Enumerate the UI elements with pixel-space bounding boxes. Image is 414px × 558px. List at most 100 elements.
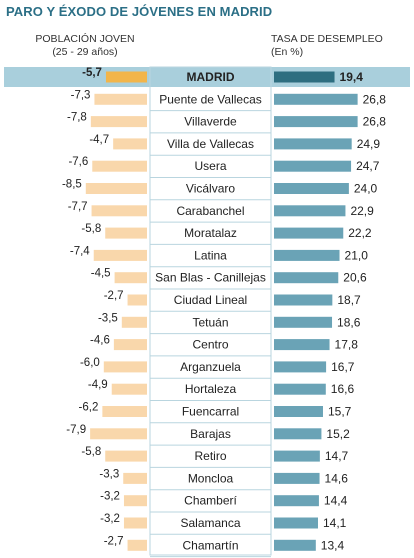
right-value-label: 19,4 [340, 70, 364, 84]
category-label: Carabanchel [176, 204, 244, 218]
right-bar [274, 316, 333, 328]
right-bar [274, 517, 318, 529]
right-bar [274, 428, 322, 440]
right-bar [274, 495, 319, 507]
left-value-label: -4,6 [90, 335, 110, 347]
right-value-label: 18,7 [337, 293, 361, 307]
left-value-label: -5,8 [81, 446, 101, 458]
left-value-label: -2,7 [104, 535, 124, 547]
left-value-label: -6,0 [80, 357, 100, 369]
right-value-label: 20,6 [343, 271, 367, 285]
left-bar [127, 539, 147, 551]
left-series-header: POBLACIÓN JOVEN (25 - 29 años) [0, 33, 170, 59]
right-series-title: TASA DE DESEMPLEO [271, 33, 383, 45]
left-value-label: -7,9 [66, 424, 86, 436]
left-bar [102, 406, 147, 417]
right-value-label: 16,7 [331, 360, 355, 374]
category-label: Tetuán [192, 315, 228, 329]
left-value-label: -3,3 [99, 468, 119, 480]
left-bar [114, 272, 147, 284]
left-value-label: -5,7 [82, 67, 102, 79]
left-value-label: -3,2 [100, 513, 120, 525]
left-bar [123, 495, 147, 507]
right-bar [274, 93, 358, 105]
left-bar [123, 517, 147, 529]
right-value-label: 14,7 [325, 449, 349, 463]
right-series-header: TASA DE DESEMPLEO (En %) [271, 33, 383, 59]
left-bar [105, 450, 147, 462]
left-bar [123, 472, 147, 484]
left-series-title: POBLACIÓN JOVEN [35, 33, 135, 45]
right-value-label: 17,8 [335, 338, 359, 352]
right-bar [274, 205, 346, 217]
left-series-subtitle: (25 - 29 años) [52, 46, 118, 58]
right-value-label: 14,1 [323, 516, 347, 530]
right-value-label: 21,0 [345, 248, 369, 262]
category-label: Retiro [194, 449, 226, 463]
right-value-label: 24,7 [356, 159, 380, 173]
left-value-label: -7,4 [70, 245, 90, 257]
left-bar [113, 339, 147, 351]
category-label: Villaverde [184, 115, 237, 129]
right-bar [274, 249, 340, 261]
category-label: Usera [194, 159, 226, 173]
left-bar [103, 361, 147, 373]
category-label: Hortaleza [185, 382, 237, 396]
category-label: Ciudad Lineal [174, 293, 247, 307]
left-value-label: -3,5 [98, 312, 118, 324]
category-label: Moncloa [188, 471, 234, 485]
left-bar [85, 183, 147, 194]
right-bar [274, 71, 335, 83]
right-bar [274, 361, 327, 373]
category-label: Centro [192, 338, 228, 352]
left-bar [111, 383, 147, 395]
left-bar [90, 428, 147, 440]
right-bar [274, 339, 330, 351]
right-value-label: 15,2 [326, 427, 350, 441]
left-value-label: -3,2 [100, 491, 120, 503]
chart-title: PARO Y ÉXODO DE JÓVENES EN MADRID [6, 4, 273, 19]
left-value-label: -7,7 [68, 201, 88, 213]
category-label: Latina [194, 248, 227, 262]
right-value-label: 24,0 [354, 182, 378, 196]
left-bar [93, 249, 147, 261]
left-bar [94, 93, 147, 105]
category-label: Villa de Vallecas [167, 137, 254, 151]
left-bar [113, 138, 147, 150]
left-value-label: -7,8 [67, 112, 87, 124]
right-bar [274, 227, 344, 239]
right-bar [274, 138, 352, 150]
right-value-label: 16,6 [331, 382, 355, 396]
right-bar [274, 294, 333, 306]
left-bar [127, 294, 147, 306]
category-label: Salamanca [180, 516, 240, 530]
right-bar [274, 450, 320, 462]
left-bar [90, 116, 147, 128]
right-value-label: 26,8 [363, 92, 387, 106]
right-value-label: 15,7 [328, 405, 352, 419]
category-label: Moratalaz [184, 226, 237, 240]
left-value-label: -7,3 [71, 89, 91, 101]
category-label: Barajas [190, 427, 231, 441]
right-bar [274, 539, 316, 551]
left-bar [105, 227, 147, 239]
category-label: Chamberí [184, 494, 237, 508]
right-bar [274, 406, 323, 417]
left-value-label: -2,7 [104, 290, 124, 302]
right-value-label: 24,9 [357, 137, 381, 151]
left-bar [121, 316, 147, 328]
right-value-label: 18,6 [337, 315, 361, 329]
category-label: Arganzuela [180, 360, 241, 374]
right-value-label: 14,6 [325, 471, 349, 485]
left-bar [105, 71, 147, 83]
left-value-label: -4,5 [91, 268, 111, 280]
category-label: Puente de Vallecas [159, 92, 262, 106]
category-label: Chamartín [182, 538, 238, 552]
right-bar [274, 272, 339, 284]
left-bar [92, 160, 147, 172]
right-bar [274, 116, 358, 128]
category-label: Vicálvaro [186, 182, 235, 196]
right-value-label: 14,4 [324, 494, 348, 508]
right-value-label: 22,9 [350, 204, 374, 218]
